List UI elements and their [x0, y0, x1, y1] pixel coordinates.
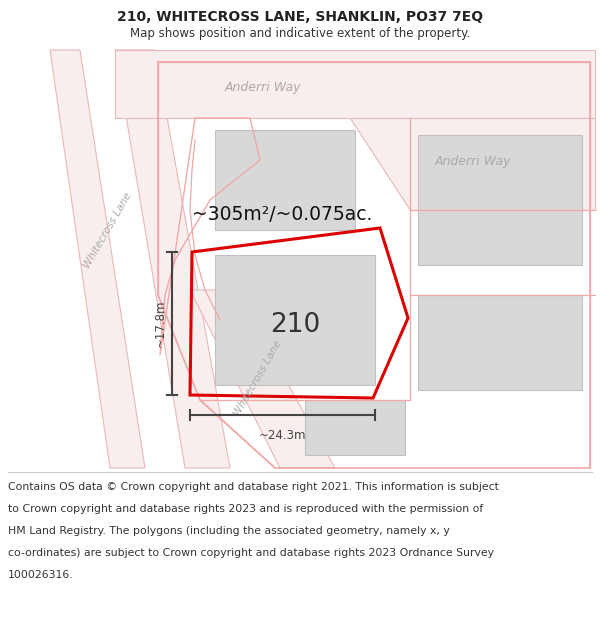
- Polygon shape: [0, 50, 600, 468]
- Text: ~305m²/~0.075ac.: ~305m²/~0.075ac.: [192, 206, 373, 224]
- Text: Contains OS data © Crown copyright and database right 2021. This information is : Contains OS data © Crown copyright and d…: [8, 482, 499, 492]
- Text: 210: 210: [270, 312, 320, 338]
- Text: Anderri Way: Anderri Way: [225, 81, 302, 94]
- Polygon shape: [190, 290, 335, 468]
- Polygon shape: [305, 400, 405, 455]
- Text: ~24.3m: ~24.3m: [259, 429, 306, 442]
- Text: 100026316.: 100026316.: [8, 570, 74, 580]
- Text: Whitecross Lane: Whitecross Lane: [232, 338, 284, 418]
- Polygon shape: [215, 255, 375, 385]
- Polygon shape: [215, 130, 355, 230]
- Text: Anderri Way: Anderri Way: [435, 156, 511, 169]
- Text: co-ordinates) are subject to Crown copyright and database rights 2023 Ordnance S: co-ordinates) are subject to Crown copyr…: [8, 548, 494, 558]
- Polygon shape: [115, 50, 230, 468]
- Polygon shape: [50, 50, 145, 468]
- Polygon shape: [350, 118, 595, 210]
- Polygon shape: [115, 50, 595, 118]
- Polygon shape: [418, 135, 582, 265]
- Text: ~17.8m: ~17.8m: [154, 300, 167, 348]
- Polygon shape: [418, 295, 582, 390]
- Text: HM Land Registry. The polygons (including the associated geometry, namely x, y: HM Land Registry. The polygons (includin…: [8, 526, 450, 536]
- Text: Map shows position and indicative extent of the property.: Map shows position and indicative extent…: [130, 28, 470, 41]
- Text: Whitecross Lane: Whitecross Lane: [82, 191, 134, 269]
- Text: 210, WHITECROSS LANE, SHANKLIN, PO37 7EQ: 210, WHITECROSS LANE, SHANKLIN, PO37 7EQ: [117, 10, 483, 24]
- Text: to Crown copyright and database rights 2023 and is reproduced with the permissio: to Crown copyright and database rights 2…: [8, 504, 483, 514]
